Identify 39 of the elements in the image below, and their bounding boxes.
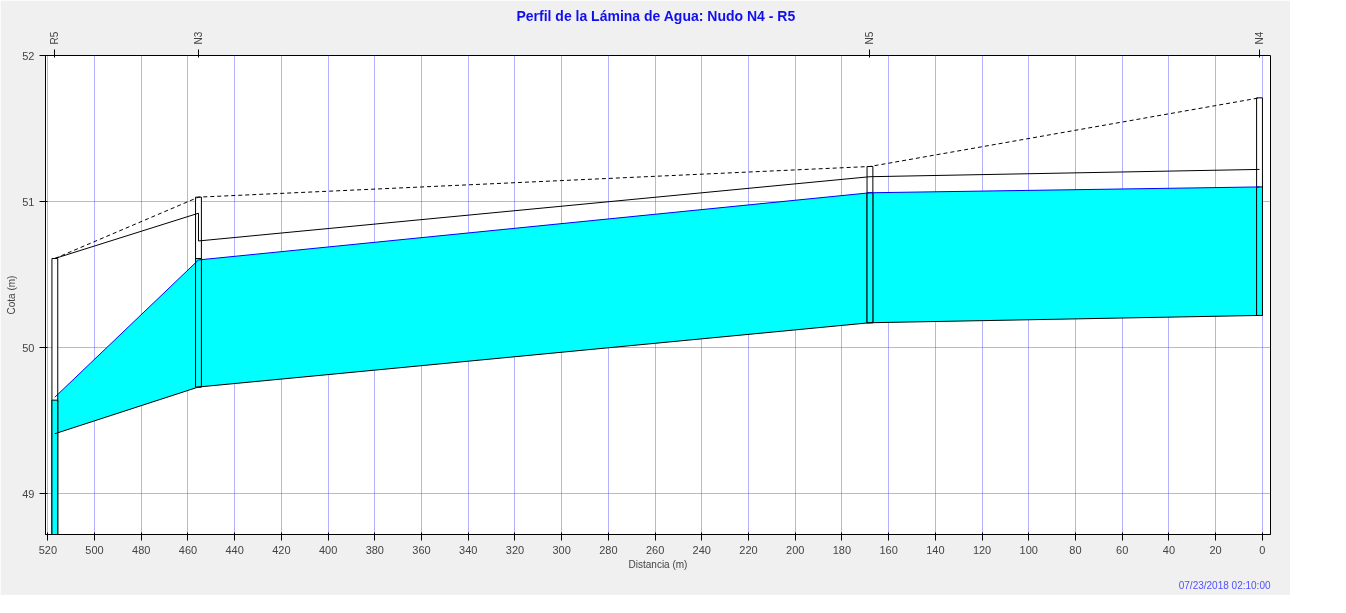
y-tick-label: 50 [22,341,35,354]
x-tick-label: 0 [1259,543,1266,556]
x-tick-label: 380 [365,543,384,556]
x-tick-label: 220 [739,543,758,556]
text: N3 [192,31,204,45]
x-tick-label: 20 [1209,543,1222,556]
x-tick-label: 440 [225,543,244,556]
x-tick-label: 340 [459,543,478,556]
y-axis-title: Cota (m) [6,275,18,315]
x-tick-label: 100 [1019,543,1038,556]
x-tick-label: 180 [832,543,852,556]
x-tick-label: 480 [132,543,151,556]
x-tick-label: 80 [1069,543,1082,556]
x-tick-label: 360 [412,543,431,556]
x-axis-title: Distancia (m) [628,558,688,570]
y-tick-label: 51 [22,195,35,208]
x-tick-label: 400 [318,543,338,556]
x-tick-label: 60 [1116,543,1129,556]
x-tick-label: 500 [85,543,104,556]
x-tick-label: 160 [879,543,898,556]
x-tick-label: 320 [505,543,525,556]
text: N5 [864,31,876,45]
text: N4 [1254,31,1266,45]
x-tick-label: 460 [178,543,198,556]
x-tick-label: 280 [599,543,618,556]
x-tick-label: 240 [692,543,711,556]
x-tick-label: 520 [38,543,58,556]
text: 07/23/2018 02:10:00 [1178,579,1271,591]
x-tick-label: 260 [645,543,665,556]
y-tick-label: 52 [22,49,35,62]
x-tick-label: 300 [552,543,571,556]
text: R5 [49,31,61,45]
x-tick-label: 40 [1162,543,1176,556]
x-tick-label: 420 [272,543,291,556]
x-tick-label: 140 [926,543,945,556]
x-tick-label: 120 [972,543,992,556]
y-tick-label: 49 [22,487,35,500]
chart-title: Perfil de la Lámina de Agua: Nudo N4 - R5 [516,7,796,24]
x-tick-label: 200 [786,543,805,556]
